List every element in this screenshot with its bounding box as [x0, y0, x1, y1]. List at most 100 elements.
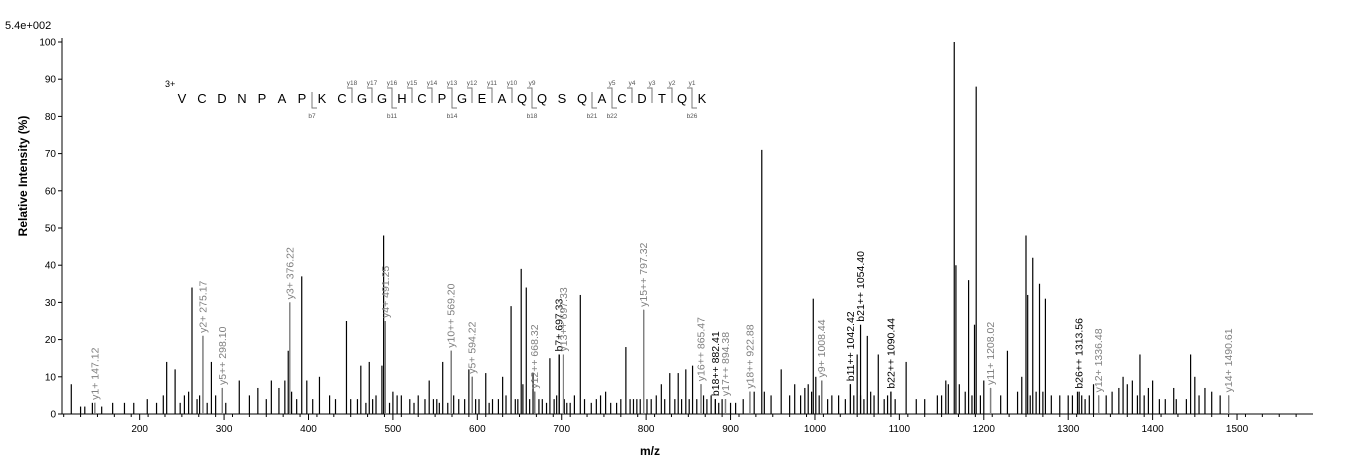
y-ion-label: y15: [407, 80, 418, 87]
y-ion-bracket: [367, 87, 373, 103]
b-ion-label: b7: [308, 113, 316, 120]
peak-annotation-label: y10++ 569.20: [446, 283, 458, 347]
y-ion-label: y1: [689, 80, 696, 87]
axes: 0 10 20 30 40 50 60 70 80 90 100 200 300 400 500 600 700…: [39, 38, 1313, 435]
peak-annotation-label: y4+ 491.25: [380, 266, 392, 318]
residue-letter: D: [217, 91, 226, 106]
x-tick-label: 500: [385, 424, 402, 435]
peak-annotation-label: y11+ 1208.02: [985, 322, 997, 385]
residue-letter: Q: [577, 91, 587, 106]
b-ion-bracket: [691, 92, 697, 109]
peak-annotation-label: y12++ 668.32: [529, 324, 541, 388]
y-ion-bracket: [347, 87, 353, 103]
residue-letter: S: [558, 91, 567, 106]
y-ion-bracket: [667, 87, 673, 103]
x-tick-label: 700: [553, 424, 570, 435]
x-tick-label: 1500: [1226, 424, 1249, 435]
residue-letter: C: [197, 91, 206, 106]
x-tick-label: 600: [469, 424, 486, 435]
x-tick-label: 300: [216, 424, 233, 435]
residue-letter: Q: [517, 91, 527, 106]
b-ion-bracket: [531, 92, 537, 109]
peak-annotation-label: y18++ 922.88: [744, 324, 756, 388]
precursor-charge: 3+: [165, 79, 175, 89]
residue-letter: H: [397, 91, 406, 106]
x-tick-label: 1300: [1057, 424, 1080, 435]
peak-annotation-label: y17++ 894.38: [720, 332, 732, 396]
y-tick-label: 70: [45, 149, 57, 160]
y-ion-label: y16: [387, 80, 398, 87]
b-ion-label: b21: [587, 113, 598, 120]
peak-annotation-label: y14+ 1490.61: [1223, 328, 1235, 392]
residue-letter: A: [498, 91, 507, 106]
peak-annotation-label: b21++ 1054.40: [855, 251, 867, 322]
y-ion-bracket: [427, 87, 433, 103]
residue-letter: Q: [677, 91, 687, 106]
b-ion-label: b14: [447, 113, 458, 120]
peak-annotation-label: b7+ 697.33: [554, 298, 566, 351]
residue-letter: G: [377, 91, 387, 106]
y-axis-title: Relative Intensity (%): [16, 116, 30, 237]
y-ion-bracket: [467, 87, 473, 103]
b-ion-bracket: [311, 92, 317, 109]
y-ion-bracket: [627, 87, 633, 103]
peak-annotation-label: y13++ 697.33: [558, 287, 570, 351]
y-ion-label: y4: [629, 80, 636, 87]
peak-annotation-label: y1+ 147.12: [89, 347, 101, 399]
peak-annotation-label: y2+ 275.17: [197, 280, 209, 332]
residue-letter: P: [258, 91, 267, 106]
y-ion-label: y9: [529, 80, 536, 87]
b-ion-bracket: [611, 92, 617, 109]
b-ion-bracket: [391, 92, 397, 109]
b-ion-label: b11: [387, 113, 398, 120]
residue-letter: Q: [537, 91, 547, 106]
y-ion-bracket: [647, 87, 653, 103]
b-ion-label: b22: [607, 113, 618, 120]
x-tick-label: 1400: [1141, 424, 1164, 435]
y-ion-bracket: [527, 87, 533, 103]
y-ion-bracket: [387, 87, 393, 103]
b-ion-bracket: [591, 92, 597, 109]
peak-annotation-label: y5+ 594.22: [467, 321, 479, 373]
intensity-scale-label: 5.4e+002: [5, 20, 51, 32]
x-tick-label: 900: [722, 424, 739, 435]
y-ion-label: y10: [507, 80, 518, 87]
b-ion-label: b26: [687, 113, 698, 120]
y-ion-label: y3: [649, 80, 656, 87]
residue-letter: T: [658, 91, 666, 106]
residue-letter: D: [637, 91, 646, 106]
peak-annotation-label: y3+ 376.22: [284, 247, 296, 299]
x-tick-label: 1100: [889, 424, 911, 435]
residue-letter: A: [598, 91, 607, 106]
residue-letter: V: [178, 91, 187, 106]
y-ion-bracket: [507, 87, 513, 103]
y-ion-bracket: [407, 87, 413, 103]
peak-annotation-label: y16++ 865.47: [696, 317, 708, 381]
y-tick-label: 80: [45, 112, 57, 123]
y-ion-bracket: [487, 87, 493, 103]
y-tick-label: 60: [45, 186, 57, 197]
x-tick-label: 1200: [973, 424, 996, 435]
residue-letter: P: [298, 91, 307, 106]
x-axis-title: m/z: [640, 444, 660, 458]
y-ion-label: y18: [347, 80, 358, 87]
y-tick-label: 40: [45, 261, 57, 272]
peak-annotation-label: y5++ 298.10: [217, 326, 229, 385]
y-ion-bracket: [687, 87, 693, 103]
peak-annotations: y1+ 147.12 y2+ 275.17 y5++ 298.10 y3+ 376.2…: [89, 242, 1235, 414]
y-ion-bracket: [607, 87, 613, 103]
peak-annotation-label: y9+ 1008.44: [816, 319, 828, 377]
y-tick-label: 10: [45, 372, 57, 383]
peak-annotation-label: y15++ 797.32: [638, 242, 650, 306]
residue-letter: E: [478, 91, 487, 106]
y-ion-label: y5: [609, 80, 616, 87]
y-tick-label: 0: [50, 410, 56, 421]
residue-letter: G: [357, 91, 367, 106]
x-tick-label: 1000: [804, 424, 827, 435]
x-tick-label: 200: [131, 424, 148, 435]
y-tick-label: 90: [45, 75, 57, 86]
residue-letter: K: [318, 91, 327, 106]
b-ion-bracket: [451, 92, 457, 109]
